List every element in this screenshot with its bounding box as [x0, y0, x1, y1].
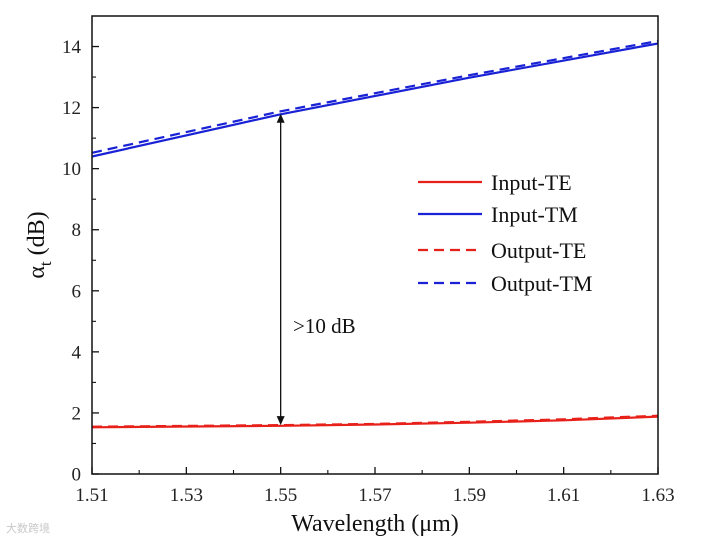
- legend-label-input-tm: Input-TM: [491, 202, 578, 227]
- y-tick-label: 8: [72, 220, 82, 241]
- legend-label-output-tm: Output-TM: [491, 271, 592, 296]
- series-output-tm-line: [91, 39, 659, 154]
- series-output-te-line: [91, 414, 659, 428]
- y-tick-labels: 0 2 4 6 8 10 12 14: [62, 37, 82, 485]
- x-tick-label: 1.51: [75, 485, 108, 506]
- series-lines: [91, 39, 659, 429]
- y-axis-title: αt (dB): [24, 211, 55, 278]
- x-tick-labels: 1.51 1.53 1.55 1.57 1.59 1.61 1.63: [75, 485, 674, 506]
- y-tick-label: 2: [72, 403, 82, 424]
- watermark: 大数跨境: [6, 522, 50, 535]
- x-tick-label: 1.53: [170, 485, 203, 506]
- y-tick-label: 14: [62, 37, 82, 58]
- x-tick-label: 1.55: [264, 485, 297, 506]
- y-tick-label: 12: [62, 98, 81, 119]
- legend-label-input-te: Input-TE: [491, 170, 572, 195]
- annotation-arrow-head-top: [276, 113, 285, 123]
- series-input-tm-line: [91, 42, 659, 158]
- x-tick-label: 1.61: [547, 485, 580, 506]
- x-tick-label: 1.57: [358, 485, 391, 506]
- x-tick-label: 1.63: [641, 485, 674, 506]
- y-axis-symbol: α: [24, 266, 50, 279]
- legend-label-output-te: Output-TE: [491, 238, 586, 263]
- x-tick-label: 1.59: [453, 485, 486, 506]
- annotation-label: >10 dB: [293, 314, 356, 338]
- y-axis-subscript: t: [36, 261, 55, 266]
- y-tick-label: 4: [72, 342, 82, 363]
- y-tick-label: 6: [72, 281, 82, 302]
- plot-frame: [91, 15, 659, 475]
- legend: Input-TE Input-TM Output-TE Output-TM: [418, 170, 592, 296]
- y-axis-unit: (dB): [24, 211, 50, 261]
- y-tick-label: 0: [72, 465, 82, 486]
- annotation-arrow-head-bottom: [276, 416, 285, 426]
- y-tick-label: 10: [62, 159, 81, 180]
- annotation: [276, 113, 285, 426]
- x-axis-title: Wavelength (μm): [291, 511, 459, 537]
